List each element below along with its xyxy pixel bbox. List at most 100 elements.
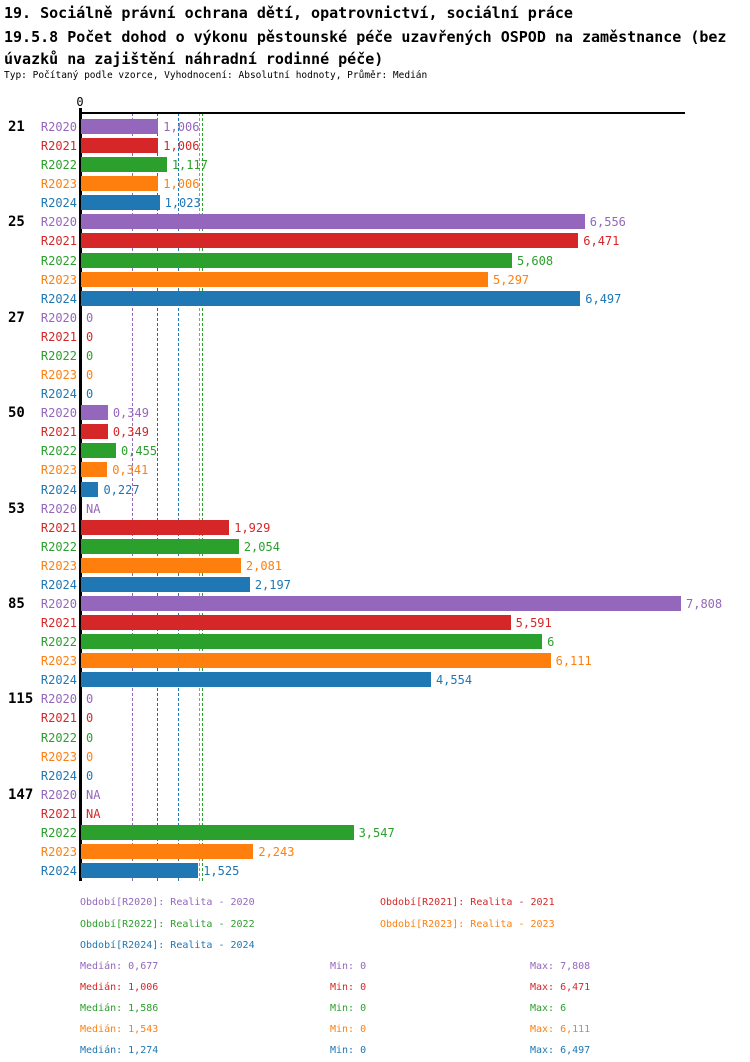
bar-value-label: NA bbox=[86, 787, 101, 802]
series-label: R2021 bbox=[40, 139, 77, 154]
median-line bbox=[201, 113, 203, 881]
bar bbox=[81, 462, 108, 478]
bar bbox=[81, 119, 159, 134]
bar-value-label: 2,054 bbox=[243, 539, 280, 554]
series-label: R2020 bbox=[40, 120, 77, 134]
stat-min: Min: 0 bbox=[330, 1045, 367, 1056]
bar-value-label: 0 bbox=[86, 692, 94, 707]
stat-min: Min: 0 bbox=[330, 961, 367, 972]
category-label: 21 bbox=[8, 119, 25, 135]
bar bbox=[81, 157, 167, 173]
bar bbox=[81, 653, 551, 669]
bar-value-label: NA bbox=[86, 501, 101, 516]
chart-legend: Období[R2020]: Realita - 2020 Období[R202… bbox=[0, 890, 750, 960]
bar bbox=[81, 252, 512, 268]
report-section-title: 19. Sociálně právní ochrana dětí, opatro… bbox=[4, 4, 573, 22]
bar-value-label: 2,081 bbox=[245, 558, 283, 573]
series-label: R2023 bbox=[40, 463, 77, 478]
category-label: 85 bbox=[8, 596, 25, 612]
bar-value-label: 6,556 bbox=[589, 215, 626, 230]
category-label: 25 bbox=[8, 214, 25, 231]
report-meta: Typ: Počítaný podle vzorce, Vyhodnocení:… bbox=[4, 70, 428, 81]
bar bbox=[81, 214, 585, 230]
stat-max: Max: 6 bbox=[530, 1003, 567, 1014]
bar-value-label: 0,341 bbox=[112, 463, 149, 478]
series-label: R2024 bbox=[40, 196, 77, 211]
y-axis-line bbox=[78, 108, 82, 881]
series-label: R2020 bbox=[40, 787, 77, 802]
stat-median: Medián: 0,677 bbox=[80, 961, 159, 972]
bar-value-label: 3,547 bbox=[358, 825, 395, 840]
bar bbox=[81, 176, 159, 192]
series-label: R2022 bbox=[40, 158, 77, 173]
series-label: R2021 bbox=[40, 234, 77, 249]
bar bbox=[81, 672, 431, 688]
series-label: R2024 bbox=[40, 291, 77, 306]
series-label: R2022 bbox=[40, 539, 77, 554]
bar-value-label: 1,006 bbox=[163, 177, 200, 192]
bar-value-label: 0 bbox=[86, 387, 94, 402]
series-label: R2021 bbox=[40, 711, 77, 726]
bar bbox=[81, 844, 254, 860]
stat-max: Max: 7,808 bbox=[530, 961, 591, 972]
series-label: R2021 bbox=[40, 616, 77, 631]
bar-value-label: 5,297 bbox=[493, 272, 530, 287]
page-title: 19.5.8 Počet dohod o výkonu pěstounské p… bbox=[4, 28, 727, 68]
bar bbox=[81, 824, 354, 840]
bar bbox=[81, 271, 489, 287]
bar bbox=[81, 138, 159, 154]
series-label: R2023 bbox=[40, 272, 77, 287]
x-axis-line bbox=[80, 112, 685, 114]
series-label: R2022 bbox=[40, 635, 77, 650]
stat-median: Medián: 1,586 bbox=[80, 1003, 159, 1014]
series-label: R2022 bbox=[40, 444, 77, 459]
series-label: R2022 bbox=[40, 253, 77, 268]
bar-chart: 0 21 R2020 1,006 R2021 1,006 R2022 1,117 R2023 1,… bbox=[8, 95, 723, 881]
series-label: R2023 bbox=[40, 558, 77, 573]
series-label: R2023 bbox=[40, 654, 77, 669]
bar-value-label: 5,608 bbox=[516, 253, 554, 268]
legend-item: Období[R2020]: Realita - 2020 bbox=[80, 897, 255, 908]
series-label: R2022 bbox=[40, 348, 77, 363]
bar-value-label: 6,111 bbox=[555, 654, 592, 669]
bar bbox=[81, 596, 681, 611]
median-line bbox=[177, 113, 179, 881]
median-line bbox=[132, 113, 134, 881]
bar-value-label: 6,471 bbox=[583, 234, 620, 249]
series-label: R2024 bbox=[40, 577, 77, 592]
series-label: R2024 bbox=[40, 864, 77, 879]
stat-min: Min: 0 bbox=[330, 1024, 367, 1035]
legend-item: Období[R2021]: Realita - 2021 bbox=[380, 897, 555, 908]
series-label: R2020 bbox=[40, 501, 77, 516]
stat-min: Min: 0 bbox=[330, 1003, 367, 1014]
bar-value-label: 6 bbox=[547, 635, 555, 650]
series-label: R2024 bbox=[40, 482, 77, 497]
stat-max: Max: 6,497 bbox=[530, 1045, 591, 1056]
series-label: R2024 bbox=[40, 673, 77, 688]
bar bbox=[81, 615, 511, 631]
bar-value-label: 0 bbox=[86, 310, 94, 325]
series-label: R2021 bbox=[40, 425, 77, 440]
series-label: R2020 bbox=[40, 597, 77, 611]
bar-value-label: 0,227 bbox=[103, 482, 140, 497]
bar-value-label: 0 bbox=[86, 348, 94, 363]
bar bbox=[81, 481, 99, 497]
bar bbox=[81, 519, 230, 535]
bar-value-label: 0,349 bbox=[112, 406, 149, 421]
series-label: R2021 bbox=[40, 806, 77, 821]
legend-item: Období[R2023]: Realita - 2023 bbox=[380, 918, 555, 930]
bar-value-label: NA bbox=[86, 806, 101, 821]
chart-stats: Medián: 0,677 Min: 0 Max: 7,808 Medián: 1,0… bbox=[0, 955, 750, 1062]
bar-value-label: 7,808 bbox=[686, 597, 723, 611]
series-label: R2020 bbox=[40, 406, 77, 421]
bar bbox=[81, 863, 199, 879]
stat-max: Max: 6,111 bbox=[530, 1024, 591, 1035]
series-label: R2023 bbox=[40, 368, 77, 383]
series-label: R2023 bbox=[40, 749, 77, 764]
bar-value-label: 2,243 bbox=[258, 845, 295, 860]
series-label: R2021 bbox=[40, 329, 77, 344]
series-label: R2023 bbox=[40, 845, 77, 860]
bar-value-label: 1,023 bbox=[164, 196, 201, 211]
bar-value-label: 1,006 bbox=[163, 120, 200, 134]
